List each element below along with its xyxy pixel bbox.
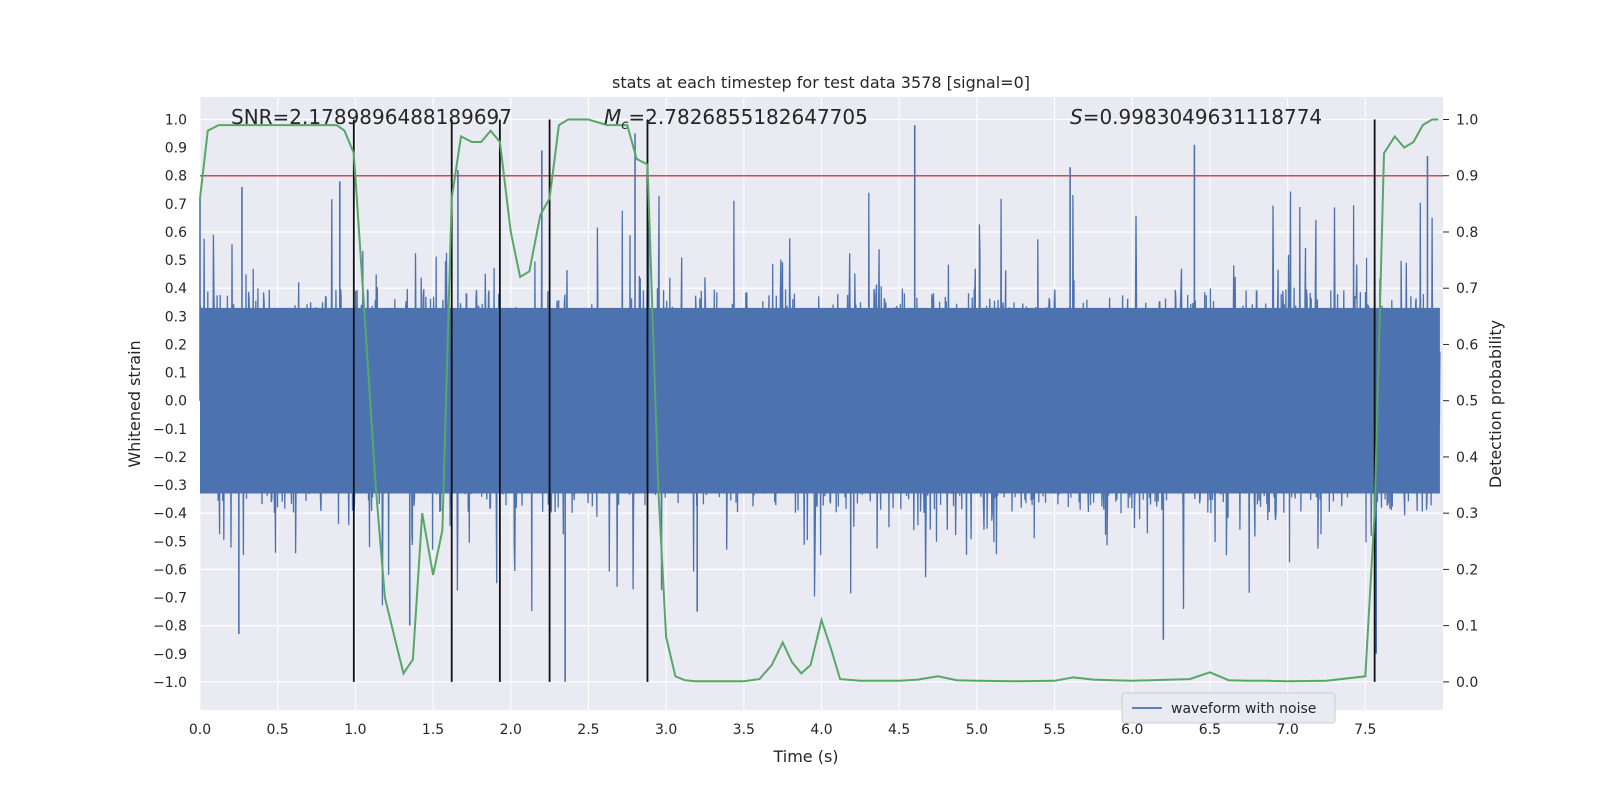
x-tick-label: 0.5 <box>267 722 289 738</box>
legend-box <box>1121 692 1336 724</box>
x-tick-label: 1.0 <box>344 722 366 738</box>
x-tick-label: 0.0 <box>189 722 211 738</box>
y2-tick-label: 0.6 <box>1456 337 1478 353</box>
x-tick-label: 3.0 <box>655 722 677 738</box>
x-tick-label: 2.5 <box>577 722 599 738</box>
y-tick-label: −0.2 <box>153 450 187 466</box>
y2-tick-label: 0.5 <box>1456 394 1478 410</box>
x-axis-label: Time (s) <box>772 747 838 766</box>
y-tick-label: −1.0 <box>153 675 187 691</box>
x-tick-label: 2.0 <box>500 722 522 738</box>
y-tick-label: 1.0 <box>165 112 187 128</box>
y-tick-label: 0.7 <box>165 197 187 213</box>
mc-value: =2.7826855182647705 <box>628 105 867 129</box>
x-tick-label: 7.5 <box>1354 722 1376 738</box>
chart-title: stats at each timestep for test data 357… <box>612 73 1030 92</box>
x-tick-label: 7.0 <box>1276 722 1298 738</box>
y-tick-label: 0.8 <box>165 169 187 185</box>
waveform-core-band <box>200 307 1440 494</box>
y2-tick-label: 0.8 <box>1456 225 1478 241</box>
mc-annotation: Mc=2.7826855182647705 <box>604 105 868 133</box>
s-annotation: S=0.9983049631118774 <box>1070 105 1322 129</box>
y-tick-label: 0.9 <box>165 141 187 157</box>
x-tick-label: 6.0 <box>1121 722 1143 738</box>
y-tick-label: 0.5 <box>165 253 187 269</box>
detection-probability-line <box>199 118 1439 683</box>
y2-tick-labels: 1.0 0.9 0.8 0.7 0.6 0.5 0.4 0.3 0.2 0.1 0.0 <box>1443 112 1478 691</box>
legend-label: waveform with noise <box>1171 701 1316 717</box>
mc-symbol: M <box>604 105 621 129</box>
y2-tick-label: 0.3 <box>1456 506 1478 522</box>
mc-subscript: c <box>621 118 628 133</box>
x-tick-label: 4.5 <box>888 722 910 738</box>
x-tick-label: 6.5 <box>1199 722 1221 738</box>
y-tick-label: −0.5 <box>153 534 187 550</box>
y2-tick-label: 1.0 <box>1456 112 1478 128</box>
probability-layer <box>199 118 1439 683</box>
x-tick-label: 3.5 <box>733 722 755 738</box>
y-tick-label: −0.7 <box>153 591 187 607</box>
y-tick-label: −0.9 <box>153 647 187 663</box>
waveform-series <box>199 125 1441 682</box>
y-tick-label: −0.8 <box>153 619 187 635</box>
y-tick-label: 0.6 <box>165 225 187 241</box>
y-tick-label: −0.1 <box>153 422 187 438</box>
y-tick-label: 0.2 <box>165 337 187 353</box>
y-tick-label: 0.0 <box>165 394 187 410</box>
y2-tick-label: 0.0 <box>1456 675 1478 691</box>
y2-axis-label: Detection probability <box>1486 320 1505 488</box>
y2-tick-label: 0.2 <box>1456 562 1478 578</box>
snr-annotation: SNR=2.1789896488189697 <box>231 105 512 129</box>
y-tick-label: −0.6 <box>153 562 187 578</box>
x-tick-label: 5.0 <box>966 722 988 738</box>
legend: waveform with noise <box>1121 692 1336 724</box>
x-tick-label: 5.5 <box>1043 722 1065 738</box>
y2-tick-label: 0.9 <box>1456 169 1478 185</box>
y-tick-label: 0.3 <box>165 309 187 325</box>
y-tick-label: −0.4 <box>153 506 187 522</box>
x-tick-labels: 0.0 0.5 1.0 1.5 2.0 2.5 3.0 3.5 4.0 4.5 5.0 5.5 6.0 6… <box>189 722 1377 738</box>
x-tick-label: 1.5 <box>422 722 444 738</box>
s-value: =0.9983049631118774 <box>1083 105 1322 129</box>
y-tick-label: 0.4 <box>165 281 187 297</box>
s-symbol: S <box>1070 105 1083 129</box>
y-axis-label: Whitened strain <box>125 340 144 467</box>
y2-tick-label: 0.7 <box>1456 281 1478 297</box>
y-tick-label: 0.1 <box>165 366 187 382</box>
y-tick-label: −0.3 <box>153 478 187 494</box>
y2-tick-label: 0.1 <box>1456 619 1478 635</box>
y2-tick-label: 0.4 <box>1456 450 1478 466</box>
y-tick-labels: 1.0 0.9 0.8 0.7 0.6 0.5 0.4 0.3 0.2 0.1 0.0 −0.1 −0.… <box>153 112 187 691</box>
x-tick-label: 4.0 <box>810 722 832 738</box>
